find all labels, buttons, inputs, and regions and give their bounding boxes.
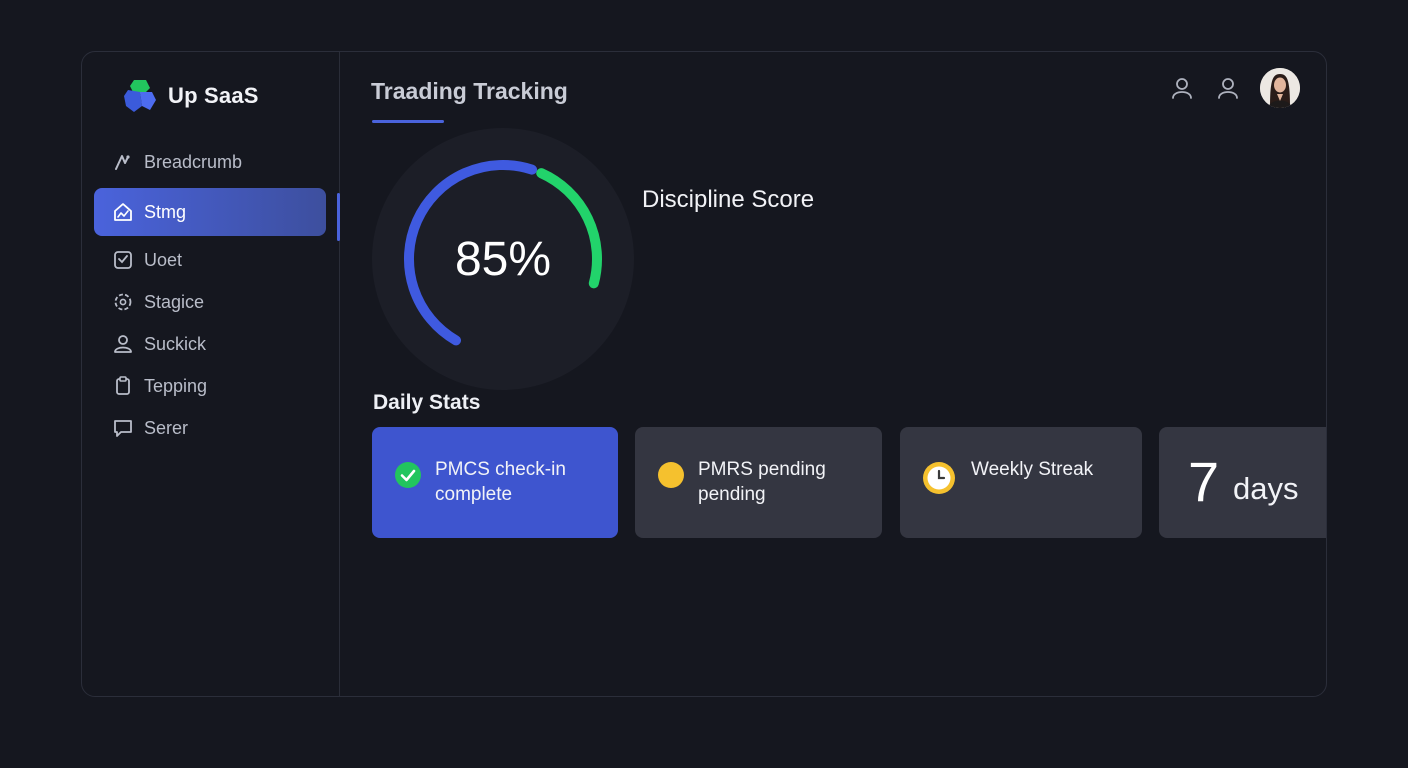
hexagon-logo: [124, 80, 156, 112]
sidebar-nav: Breadcrumb Stmg Uoet Stagice: [94, 142, 326, 450]
stat-card-pmrs[interactable]: PMRS pending pending: [635, 427, 882, 538]
chat-icon: [112, 417, 134, 439]
check-circle-icon: [395, 462, 421, 488]
sidebar-item-stmg[interactable]: Stmg: [94, 188, 326, 236]
gear-icon: [112, 291, 134, 313]
title-underline: [372, 120, 444, 123]
user-icon: [112, 333, 134, 355]
clipboard-icon: [112, 375, 134, 397]
home-chart-icon: [112, 201, 134, 223]
sidebar-item-suckick[interactable]: Suckick: [94, 324, 326, 364]
gauge-value: 85%: [454, 232, 552, 286]
stat-card-text: Weekly Streak: [971, 459, 1094, 480]
sidebar-item-label: Breadcrumb: [144, 151, 243, 172]
header-actions: [1166, 68, 1300, 108]
sidebar-item-stagice[interactable]: Stagice: [94, 282, 326, 322]
pending-dot-icon: [658, 462, 684, 488]
checkbox-icon: [112, 249, 134, 271]
active-nav-indicator: [337, 193, 340, 241]
stat-card-weekly-streak[interactable]: Weekly Streak: [900, 427, 1142, 538]
brand[interactable]: Up SaaS: [122, 78, 259, 114]
sidebar-item-label: Stagice: [144, 291, 205, 312]
page-title: Traading Tracking: [371, 78, 568, 104]
sidebar-item-label: Stmg: [144, 201, 187, 222]
gauge-label: Discipline Score: [642, 186, 815, 213]
main-content: Traading Tracking: [341, 52, 1326, 696]
discipline-gauge: 85%: [371, 127, 635, 391]
stat-card-pmcs[interactable]: PMCS check-in complete: [372, 427, 618, 538]
sidebar: Up SaaS Breadcrumb Stmg Uoet: [82, 52, 340, 696]
streak-unit: days: [1233, 471, 1299, 506]
profile-icon[interactable]: [1212, 72, 1244, 104]
user-icon[interactable]: [1166, 72, 1198, 104]
gauge-chart: [372, 128, 634, 390]
sidebar-item-breadcrumb[interactable]: Breadcrumb: [94, 142, 326, 182]
avatar[interactable]: [1260, 68, 1300, 108]
stat-card-streak-days[interactable]: 7 days: [1159, 427, 1326, 538]
breadcrumb-icon: [112, 151, 134, 173]
sidebar-item-label: Suckick: [144, 333, 207, 354]
sidebar-item-label: Serer: [144, 417, 189, 438]
stat-card-text: PMRS pending pending: [698, 459, 826, 505]
stat-card-text: PMCS check-in complete: [435, 459, 566, 505]
daily-stats-title: Daily Stats: [373, 391, 481, 414]
clock-icon: [923, 462, 955, 494]
sidebar-item-serer[interactable]: Serer: [94, 408, 326, 448]
app-window: Up SaaS Breadcrumb Stmg Uoet: [81, 51, 1327, 697]
brand-name: Up SaaS: [168, 83, 259, 108]
sidebar-item-label: Tepping: [144, 375, 208, 396]
sidebar-item-uoet[interactable]: Uoet: [94, 240, 326, 280]
gauge-arc-highlight: [536, 168, 602, 289]
gauge-arc-progress: [404, 160, 538, 346]
sidebar-item-tepping[interactable]: Tepping: [94, 366, 326, 406]
streak-number: 7: [1188, 450, 1220, 513]
sidebar-item-label: Uoet: [144, 249, 183, 270]
